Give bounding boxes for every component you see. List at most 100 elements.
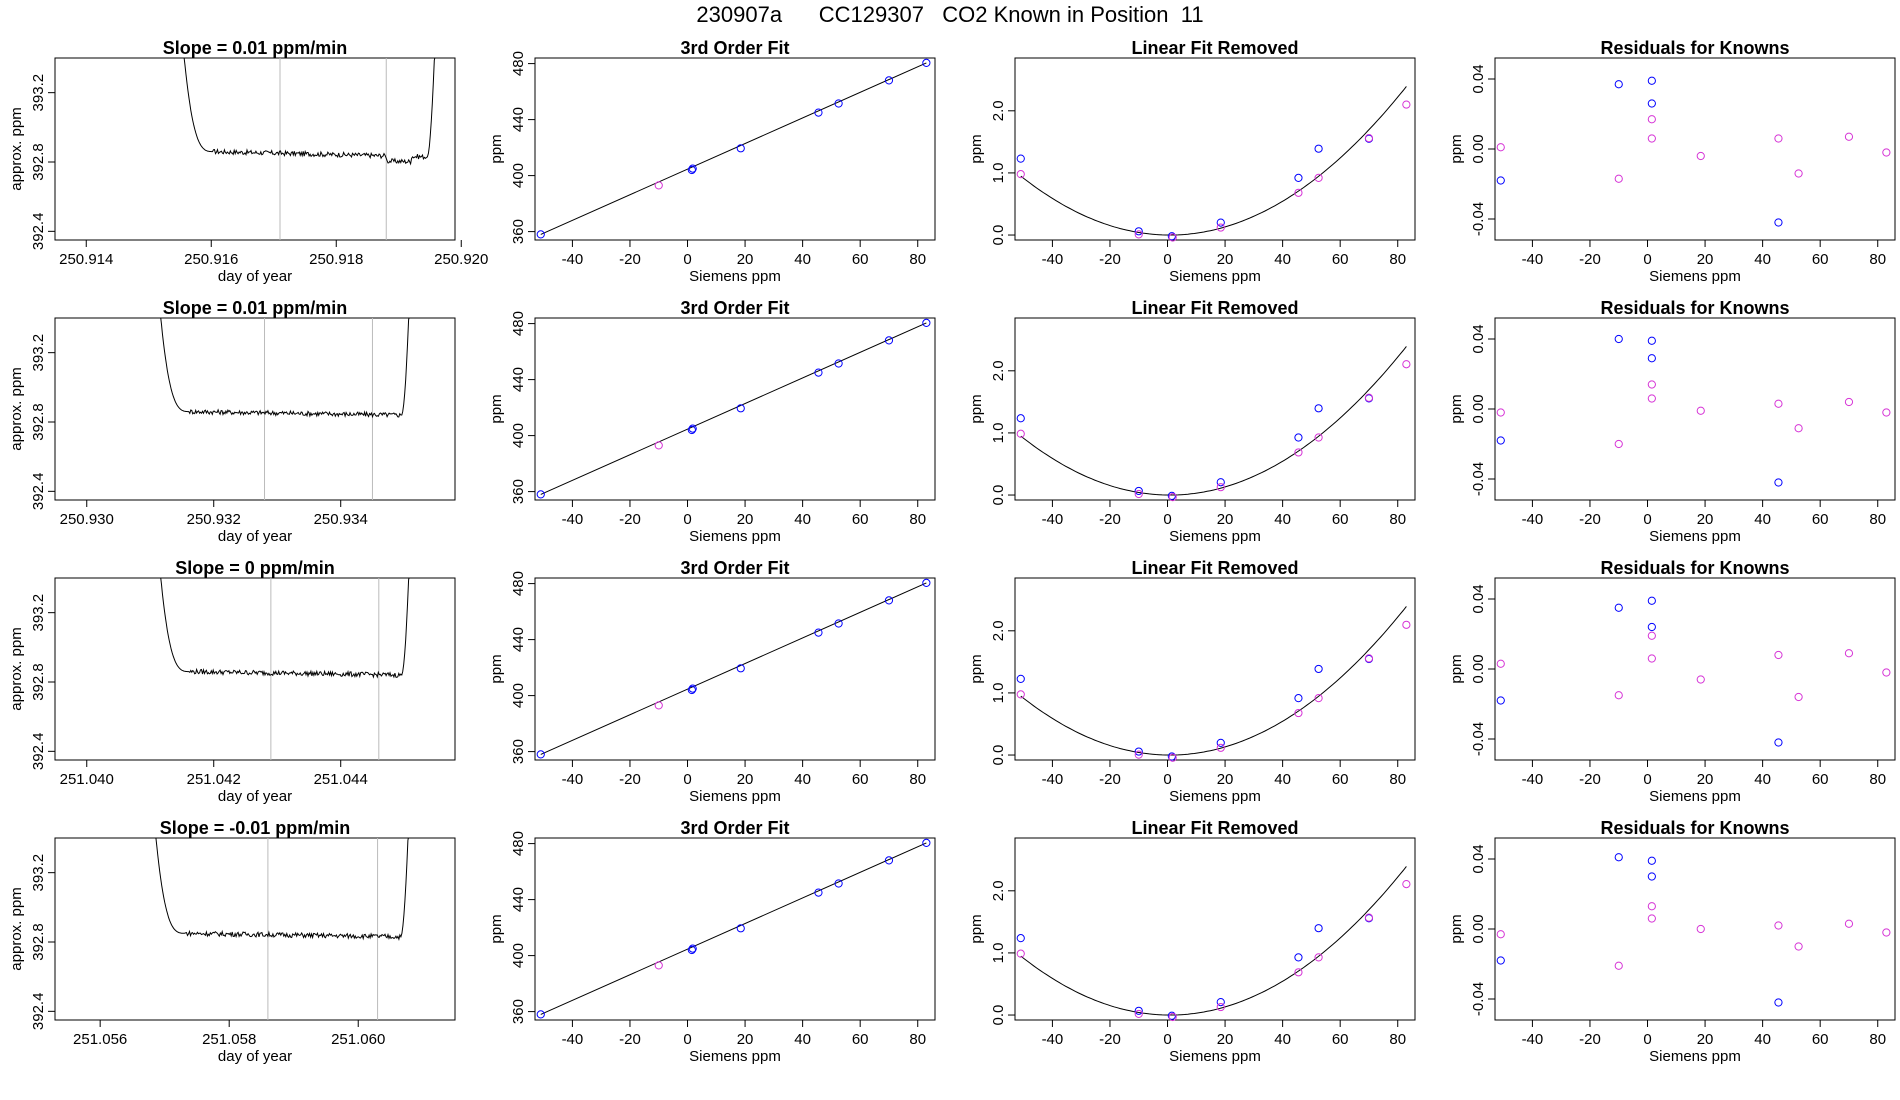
fit-panel-1-fit-line [540, 62, 927, 235]
linear-panel-2-point [1168, 493, 1177, 502]
residual-panel-2-point [1774, 478, 1783, 487]
fit-panel-3-point [654, 701, 663, 710]
residual-panel-1-point [1647, 115, 1656, 124]
fit-panel-4-ytick-label: 440 [510, 887, 527, 912]
residual-panel-3-point [1696, 675, 1705, 684]
fit-panel-3-frame [534, 577, 936, 761]
residual-panel-1-point [1696, 151, 1705, 161]
residual-panel-1-xtick-label: -40 [1522, 251, 1544, 268]
fit-panel-3-ytick-label: 480 [510, 571, 527, 596]
fit-panel-3-point [834, 619, 843, 628]
fit-panel-4-ylabel: ppm [488, 914, 505, 943]
linear-panel-1-xtick-label: 60 [1332, 251, 1349, 268]
residual-panel-3-ytick-label: -0.04 [1470, 722, 1487, 756]
residual-panel-4-point [1774, 998, 1783, 1007]
trace-panel-1-xtick-label: 250.920 [434, 251, 488, 268]
residual-panel-1-title: Residuals for Knowns [1600, 38, 1789, 58]
residual-panel-3-point [1844, 649, 1854, 658]
linear-panel-4-xtick-label: 40 [1274, 1031, 1291, 1048]
linear-panel-3-point [1134, 747, 1143, 756]
fit-panel-1-ylabel: ppm [488, 134, 505, 163]
residual-panel-4-xlabel: Siemens ppm [1649, 1048, 1741, 1065]
linear-panel-3-point [1216, 743, 1225, 752]
trace-panel-3-ytick-label: 392.4 [30, 733, 47, 771]
residual-panel-3-xtick-label: 40 [1754, 771, 1771, 788]
fit-panel-2-point [814, 368, 823, 377]
trace-panel-1-xlabel: day of year [218, 268, 292, 285]
fit-panel-3-xtick-label: 80 [909, 771, 926, 788]
linear-panel-2-point [1134, 489, 1143, 499]
residual-panel-2-point [1614, 334, 1623, 344]
residual-panel-2-ylabel: ppm [1448, 394, 1465, 423]
linear-panel-1-point [1314, 144, 1323, 153]
residual-panel-2-point [1614, 439, 1623, 449]
trace-panel-2-ylabel: approx. ppm [8, 367, 25, 450]
linear-panel-2-point [1294, 448, 1303, 457]
trace-panel-4-xtick-label: 251.056 [73, 1031, 127, 1048]
linear-panel-1-point [1016, 154, 1025, 163]
residual-panel-4-xtick-label: 40 [1754, 1031, 1771, 1048]
residual-panel-1-point [1647, 76, 1656, 85]
linear-panel-2-xtick-label: 20 [1217, 511, 1234, 528]
linear-panel-4-xtick-label: 20 [1217, 1031, 1234, 1048]
linear-panel-3-point [1364, 654, 1374, 663]
fit-panel-2-xtick-label: 0 [683, 511, 691, 528]
fit-panel-4-point [736, 924, 745, 933]
residual-panel-3-point [1647, 631, 1656, 640]
linear-panel-4-ytick-label: 2.0 [990, 880, 1007, 901]
linear-panel-3-xtick-label: 20 [1217, 771, 1234, 788]
trace-panel-4-frame [54, 837, 456, 1021]
linear-panel-2-ylabel: ppm [968, 394, 985, 423]
trace-panel-1-xtick-label: 250.916 [184, 251, 238, 268]
linear-panel-4-point [1314, 924, 1323, 933]
linear-panel-1-ytick-label: 1.0 [990, 162, 1007, 183]
trace-panel-3-xtick-label: 251.044 [314, 771, 368, 788]
trace-panel-1-xtick-label: 250.918 [309, 251, 363, 268]
fit-panel-1-ytick-label: 400 [510, 163, 527, 188]
residual-panel-3-xtick-label: -20 [1579, 771, 1601, 788]
fit-panel-3-title: 3rd Order Fit [680, 558, 789, 578]
linear-panel-4-title: Linear Fit Removed [1131, 818, 1298, 838]
residual-panel-4-xtick-label: -40 [1522, 1031, 1544, 1048]
fit-panel-4-title: 3rd Order Fit [680, 818, 789, 838]
linear-panel-1-point [1364, 134, 1374, 143]
residual-panel-4-xtick-label: 60 [1812, 1031, 1829, 1048]
trace-panel-2-ytick-label: 393.2 [30, 334, 47, 372]
linear-panel-4-frame [1014, 837, 1416, 1021]
trace-panel-3-xtick-label: 251.042 [187, 771, 241, 788]
fit-panel-4-ytick-label: 360 [510, 999, 527, 1024]
residual-panel-1-point [1794, 169, 1803, 178]
fit-panel-4-xtick-label: -20 [619, 1031, 641, 1048]
fit-panel-4-frame [534, 837, 936, 1021]
trace-panel-1-xtick-label: 250.914 [59, 251, 113, 268]
linear-panel-1-curve [1020, 86, 1407, 236]
linear-panel-2-ytick-label: 2.0 [990, 360, 1007, 381]
trace-panel-3-series-line [160, 578, 410, 679]
fit-panel-3-ytick-label: 400 [510, 683, 527, 708]
residual-panel-4-ytick-label: 0.00 [1470, 914, 1487, 943]
residual-panel-1-point [1774, 134, 1783, 143]
linear-panel-3-xtick-label: 80 [1389, 771, 1406, 788]
linear-panel-4-point [1314, 953, 1323, 962]
fit-panel-4-xtick-label: -40 [562, 1031, 584, 1048]
linear-panel-2-xtick-label: 80 [1389, 511, 1406, 528]
linear-panel-2-point [1314, 404, 1323, 413]
linear-panel-4-point [1167, 1011, 1176, 1020]
linear-panel-2-xtick-label: 40 [1274, 511, 1291, 528]
fit-panel-2-point [536, 490, 545, 499]
linear-panel-1-ytick-label: 0.0 [990, 225, 1007, 246]
residual-panel-2-xtick-label: 0 [1643, 511, 1651, 528]
fit-panel-1-xtick-label: -20 [619, 251, 641, 268]
residual-panel-3-point [1647, 596, 1656, 605]
trace-panel-3-xtick-label: 251.040 [60, 771, 114, 788]
linear-panel-4-point [1364, 913, 1374, 922]
fit-panel-3-xtick-label: 20 [737, 771, 754, 788]
fit-panel-4-point [884, 856, 894, 865]
residual-panel-1-point [1496, 143, 1505, 152]
residual-panel-2-point [1794, 424, 1803, 433]
linear-panel-3-ylabel: ppm [968, 654, 985, 683]
fit-panel-2-point [654, 441, 663, 450]
fit-panel-1-frame [534, 57, 936, 241]
residual-panel-3-xtick-label: 20 [1697, 771, 1714, 788]
linear-panel-3-xlabel: Siemens ppm [1169, 788, 1261, 805]
